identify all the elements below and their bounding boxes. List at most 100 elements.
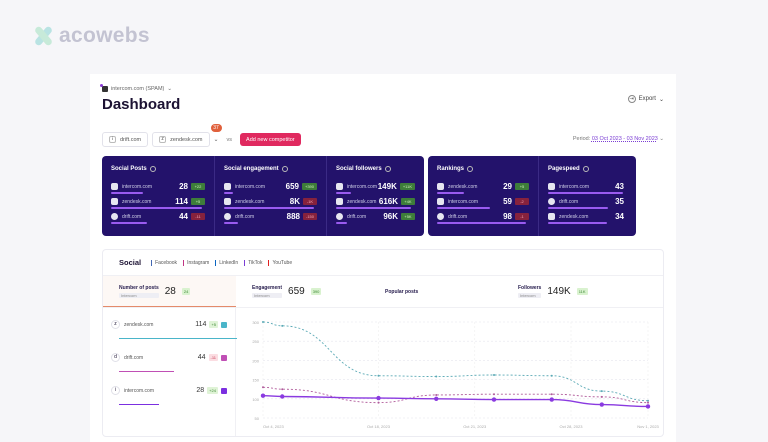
metric-label-group: Engagement Intercom — [252, 285, 283, 298]
card-title-text: Social Posts — [111, 166, 147, 172]
list-delta: +5 — [209, 321, 218, 328]
metric-popular-posts[interactable]: Popular posts — [369, 276, 502, 307]
card-pagespeed[interactable]: Pagespeed intercom.com 43 drift.com 35 zendes… — [539, 156, 636, 236]
series-checkbox[interactable] — [221, 321, 227, 328]
competitors-dropdown[interactable]: ⌄ 37 — [210, 124, 222, 143]
delta-badge: -1K — [303, 198, 317, 205]
card-rankings[interactable]: Rankings zendesk.com 29 +5 intercom.com 59 -2 d… — [428, 156, 539, 236]
brand-logo: acowebs — [33, 24, 150, 48]
row-domain: drift.com — [235, 213, 255, 220]
intercom-icon — [224, 183, 231, 190]
data-point — [281, 324, 284, 327]
export-button[interactable]: ⇥ Export ⌄ — [627, 95, 664, 103]
chevron-down-icon: ⌄ — [659, 136, 664, 142]
period-value[interactable]: 03 Oct 2023 - 03 Nov 2023 — [591, 136, 658, 142]
row-bar — [548, 207, 608, 209]
site-icon — [100, 84, 108, 92]
tab-instagram[interactable]: Instagram — [183, 259, 209, 266]
delta-badge: +4K — [401, 198, 415, 205]
tab-facebook[interactable]: Facebook — [151, 259, 177, 266]
chevron-down-icon: ⌄ — [658, 96, 664, 103]
card-title-text: Pagespeed — [548, 166, 580, 172]
row-value: 96K — [383, 212, 398, 221]
data-point — [493, 373, 495, 376]
list-item[interactable]: i intercom.com 28 +24 — [111, 374, 227, 407]
metric-number-of-posts[interactable]: Number of posts Intercom 28 24 — [103, 276, 236, 307]
data-point — [281, 388, 284, 391]
brand-name: acowebs — [59, 24, 150, 47]
site-selector[interactable]: intercom.com (SPAM) ⌄ — [100, 84, 172, 92]
card-title-text: Social followers — [336, 166, 382, 172]
x-tick-label: Oct 28, 2023 — [560, 424, 584, 429]
list-item[interactable]: d drift.com 44 -11 — [111, 341, 227, 374]
card-row: drift.com 98 -1 — [437, 209, 529, 224]
series-checkbox[interactable] — [221, 387, 227, 394]
data-point — [377, 374, 380, 377]
series-checkbox[interactable] — [221, 354, 227, 361]
metric-label-group: Popular posts — [385, 289, 418, 295]
intercom-icon — [336, 183, 343, 190]
data-point — [260, 393, 266, 398]
series-line-intercom — [262, 395, 649, 408]
info-icon[interactable] — [281, 166, 288, 172]
metric-delta: 11K — [576, 288, 588, 295]
row-value: 29 — [503, 182, 512, 191]
competitor-chip-zendesk[interactable]: z zendesk.com — [152, 132, 210, 147]
row-bar — [336, 222, 348, 224]
info-icon[interactable] — [384, 166, 391, 172]
card-row: intercom.com 43 — [548, 179, 627, 194]
data-point — [647, 401, 649, 404]
export-label: Export — [638, 96, 656, 102]
data-point — [493, 393, 495, 396]
info-icon[interactable] — [149, 166, 156, 172]
row-domain: zendesk.com — [347, 198, 377, 205]
list-item[interactable]: z zendesk.com 114 +5 — [111, 308, 237, 341]
list-delta: -11 — [208, 354, 218, 361]
competitor-chip-drift[interactable]: ⅰ drift.com — [102, 132, 149, 147]
data-point — [600, 390, 603, 393]
row-bar — [224, 192, 233, 194]
period-selector[interactable]: Period: 03 Oct 2023 - 03 Nov 2023 ⌄ — [573, 136, 664, 142]
card-row: drift.com 888 -150 — [224, 209, 317, 224]
row-value: 35 — [615, 197, 624, 206]
row-domain: zendesk.com — [559, 213, 589, 220]
metric-value: 659 — [288, 286, 305, 297]
card-social-followers[interactable]: Social followers intercom.com 149K +11K zend… — [327, 156, 424, 236]
card-title: Social engagement — [224, 166, 317, 172]
x-tick-label: Oct 21, 2023 — [463, 424, 487, 429]
series-line-drift — [262, 386, 649, 404]
metric-engagement[interactable]: Engagement Intercom 659 390 — [236, 276, 369, 307]
card-social-engagement[interactable]: Social engagement intercom.com 659 +390 zend… — [215, 156, 327, 236]
info-icon[interactable] — [467, 166, 474, 172]
add-competitor-button[interactable]: Add new competitor — [240, 133, 301, 146]
card-social-posts[interactable]: Social Posts intercom.com 28 +22 zendesk.com… — [102, 156, 215, 236]
drift-icon — [224, 213, 231, 220]
info-icon[interactable] — [582, 166, 589, 172]
row-domain: zendesk.com — [235, 198, 265, 205]
social-header: Social Facebook Instagram LinkedIn TikTok Yo… — [103, 250, 663, 276]
metric-followers[interactable]: Followers Intercom 149K 11K — [502, 276, 632, 307]
row-value: 44 — [179, 212, 188, 221]
row-domain: zendesk.com — [448, 183, 478, 190]
tab-youtube[interactable]: YouTube — [268, 259, 292, 266]
row-value: 43 — [615, 182, 624, 191]
row-value: 59 — [503, 197, 512, 206]
drift-icon: d — [111, 353, 120, 362]
zendesk-icon — [548, 213, 555, 220]
delta-badge: -1 — [515, 213, 529, 220]
competitor-controls: ⅰ drift.com z zendesk.com ⌄ 37 vs Add ne… — [102, 124, 301, 147]
site-name: intercom.com (SPAM) — [111, 86, 165, 92]
row-bar — [111, 207, 202, 209]
social-title: Social — [119, 258, 142, 267]
data-point — [434, 396, 439, 401]
card-title: Social followers — [336, 166, 415, 172]
list-domain: drift.com — [124, 354, 144, 361]
vs-label: vs — [226, 136, 233, 143]
data-point — [645, 404, 651, 409]
tab-tiktok[interactable]: TikTok — [244, 259, 262, 266]
metric-sub: Intercom — [119, 292, 159, 298]
tab-linkedin[interactable]: LinkedIn — [215, 259, 238, 266]
row-bar — [336, 192, 351, 194]
zendesk-icon — [336, 198, 343, 205]
series-line-zendesk — [262, 321, 649, 402]
